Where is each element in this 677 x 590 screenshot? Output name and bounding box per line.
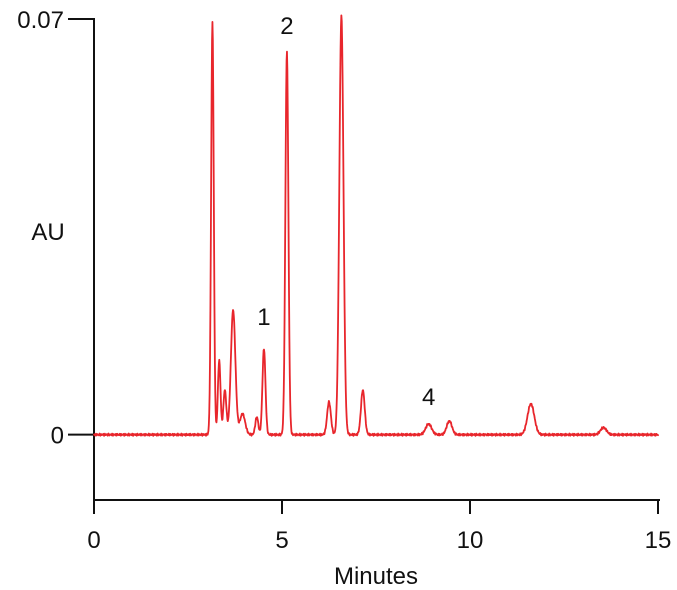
axes: [93, 18, 660, 501]
x-tick-label: 5: [275, 527, 288, 554]
x-tick-label: 10: [457, 527, 484, 554]
peak-label-4: 4: [422, 384, 435, 411]
peak-label-2: 2: [280, 13, 293, 40]
peak-label-1: 1: [257, 304, 270, 331]
x-axis-title: Minutes: [334, 563, 418, 590]
peak-annotations: 1234: [257, 13, 435, 411]
ticks: 0 5 10 15 0 0.07: [17, 7, 671, 554]
chromatogram-trace: [93, 14, 659, 437]
y-tick-label: 0: [51, 423, 64, 450]
x-tick-label: 15: [645, 527, 672, 554]
y-tick-label: 0.07: [17, 7, 64, 34]
x-tick-label: 0: [87, 527, 100, 554]
y-axis-title: AU: [31, 219, 64, 246]
